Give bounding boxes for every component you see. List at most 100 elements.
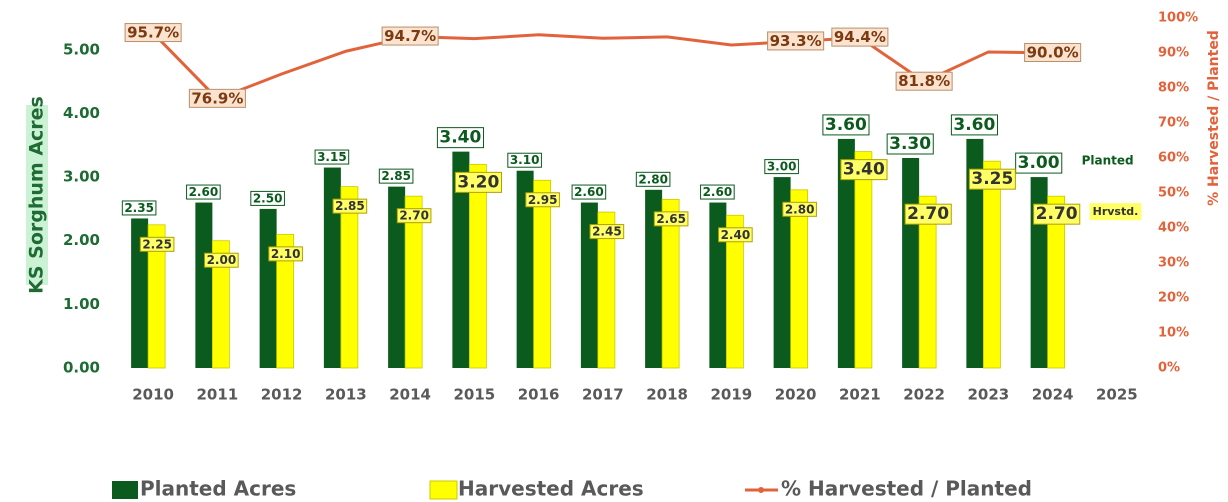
harvested-bar [661, 198, 680, 369]
harvested-label-box [653, 211, 689, 227]
harvested-label: 3.40 [843, 160, 885, 180]
x-tick-label: 2018 [646, 386, 688, 404]
percent-label-box [767, 31, 825, 51]
y2-tick-label: 10% [1158, 326, 1189, 341]
harvested-label-box [840, 159, 888, 181]
harvested-bar [982, 160, 1001, 369]
planted-bar [195, 202, 213, 368]
y2-tick-label: 0% [1158, 361, 1180, 376]
annotation-box [1089, 203, 1142, 221]
planted-bar [1030, 177, 1048, 368]
harvested-label: 2.45 [592, 225, 622, 239]
planted-label: 2.35 [124, 201, 154, 215]
percent-label: 76.9% [191, 89, 243, 107]
x-tick-label: 2016 [518, 386, 560, 404]
y2-tick-label: 90% [1158, 46, 1189, 61]
harvested-label-box [396, 208, 432, 224]
annotation: Planted [1082, 154, 1134, 168]
percent-label-box [124, 23, 182, 43]
harvested-label-box [525, 192, 560, 208]
harvested-bar [1047, 195, 1066, 369]
planted-label: 2.60 [574, 185, 604, 199]
y2-tick-label: 30% [1158, 256, 1189, 271]
planted-label-box [635, 171, 671, 187]
harvested-label: 2.80 [785, 202, 815, 216]
planted-bar [966, 138, 984, 368]
planted-label-box [186, 184, 221, 200]
harvested-bar [918, 195, 937, 369]
planted-label: 3.00 [1018, 153, 1060, 173]
planted-label-box [822, 114, 870, 136]
planted-label: 2.60 [189, 185, 219, 199]
planted-label-box [700, 184, 735, 200]
y-tick-label: 3.00 [63, 168, 100, 186]
y2-tick-label: 50% [1158, 186, 1189, 201]
y2-tick-label: 20% [1158, 291, 1189, 306]
percent-label: 93.3% [770, 32, 822, 50]
percent-label: 94.4% [834, 28, 886, 46]
legend-label: % Harvested / Planted [781, 477, 1032, 501]
harvested-bar [340, 186, 359, 369]
harvested-label: 2.70 [907, 204, 949, 224]
harvested-label-box [589, 224, 625, 240]
y2-tick-label: 40% [1158, 221, 1189, 236]
harvested-label-box [454, 171, 503, 193]
harvested-label: 2.00 [207, 253, 237, 267]
planted-bar [516, 170, 534, 368]
y2-tick-label: 100% [1158, 11, 1198, 26]
planted-label: 3.60 [825, 115, 867, 135]
y2-tick-label: 60% [1158, 151, 1189, 166]
harvested-label-box [968, 168, 1016, 190]
planted-label: 3.15 [317, 150, 347, 164]
harvested-label-box [268, 246, 303, 262]
legend-swatch [758, 487, 764, 493]
harvested-label-box [718, 227, 753, 243]
harvested-label: 2.70 [1036, 204, 1078, 224]
harvested-label: 2.40 [721, 228, 751, 242]
harvested-label: 3.20 [457, 172, 499, 192]
harvested-label: 2.95 [528, 193, 558, 207]
planted-label-box [121, 200, 157, 216]
planted-label: 2.85 [381, 169, 411, 183]
planted-bar [580, 202, 598, 368]
planted-label-box [764, 159, 799, 175]
x-tick-label: 2014 [389, 386, 431, 404]
harvested-label-box [904, 203, 952, 225]
x-tick-label: 2015 [454, 386, 496, 404]
harvested-label: 2.10 [271, 247, 301, 261]
harvested-bar [211, 240, 230, 369]
legend-swatch [112, 481, 138, 499]
percent-line [152, 32, 1053, 101]
percent-label-box [831, 27, 889, 47]
harvested-label-box [204, 252, 239, 268]
planted-label-box [378, 168, 414, 184]
planted-label-box [950, 114, 999, 136]
x-tick-label: 2022 [903, 386, 945, 404]
planted-bar [452, 151, 470, 368]
harvested-bar [790, 189, 809, 369]
harvested-label: 2.70 [399, 209, 429, 223]
harvested-label: 3.25 [971, 169, 1013, 189]
x-tick-label: 2024 [1032, 386, 1074, 404]
planted-bar [388, 186, 406, 368]
harvested-bar [147, 224, 166, 369]
planted-bar [131, 218, 149, 368]
harvested-label: 2.25 [142, 237, 172, 251]
planted-label-box [436, 127, 485, 149]
harvested-bar [725, 214, 744, 369]
legend-swatch [429, 480, 458, 500]
harvested-label-box [1033, 203, 1081, 225]
harvested-label: 2.85 [335, 199, 365, 213]
x-tick-label: 2011 [197, 386, 239, 404]
planted-label: 3.60 [953, 115, 995, 135]
planted-label-box [886, 133, 934, 155]
percent-label: 81.8% [898, 72, 950, 90]
harvested-label-box [139, 236, 175, 252]
y-axis-title-bg [26, 105, 48, 285]
x-tick-label: 2010 [132, 386, 174, 404]
planted-label-box [1015, 152, 1063, 174]
harvested-label-box [332, 198, 368, 214]
planted-label: 3.00 [767, 160, 797, 174]
planted-bar [709, 202, 727, 368]
planted-bar [837, 138, 855, 368]
